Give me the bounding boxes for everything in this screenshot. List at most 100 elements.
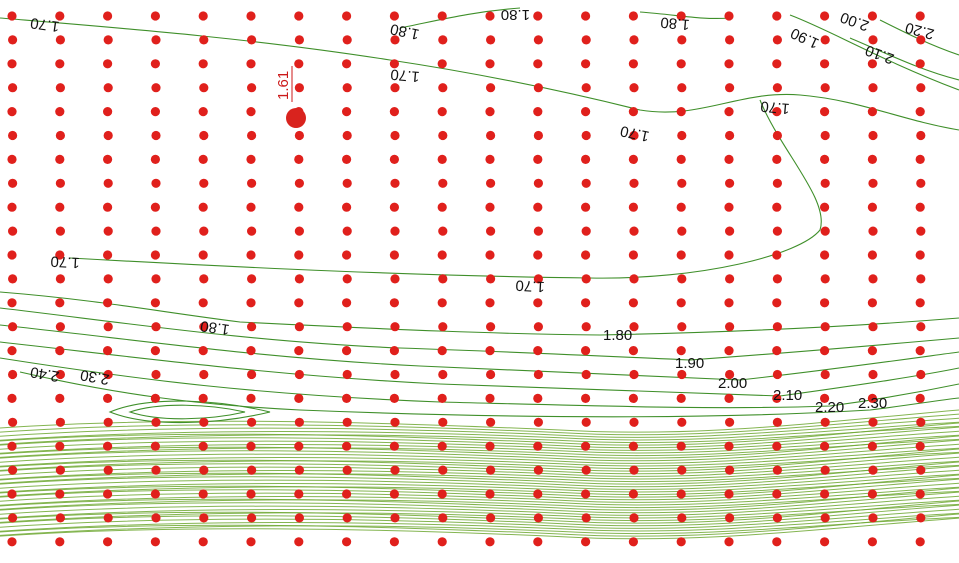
grid-point: [916, 274, 926, 284]
grid-point: [150, 250, 160, 260]
grid-point: [867, 346, 878, 356]
grid-point: [916, 226, 926, 236]
contour-label: 2.10: [773, 387, 802, 404]
grid-point: [915, 250, 925, 260]
grid-point: [581, 489, 591, 499]
grid-point: [628, 11, 639, 21]
dense-contour-line: [0, 413, 959, 436]
grid-point: [437, 441, 447, 451]
grid-point: [7, 393, 17, 403]
grid-point: [294, 274, 304, 284]
contour-label: 1.80: [389, 20, 421, 43]
grid-point: [677, 274, 687, 284]
contour-line-1-70-mid: [639, 11, 731, 19]
contour-line-1-80-right: [789, 14, 959, 91]
grid-point: [867, 393, 878, 403]
grid-point: [628, 441, 639, 451]
grid-point: [7, 441, 17, 451]
grid-point: [103, 322, 113, 332]
grid-point: [916, 417, 926, 427]
grid-point: [485, 346, 495, 356]
grid-point: [676, 59, 686, 69]
dense-contour-line: [0, 439, 959, 462]
grid-point: [389, 107, 399, 117]
grid-point: [342, 178, 352, 188]
grid-point: [342, 441, 352, 451]
grid-point: [438, 369, 448, 380]
contour-label: 1.70: [390, 65, 421, 84]
grid-point: [533, 513, 544, 523]
contour-label: 1.90: [675, 355, 704, 372]
grid-point: [820, 298, 830, 308]
grid-point: [7, 250, 17, 260]
grid-point: [103, 202, 113, 212]
grid-point: [247, 130, 257, 141]
dense-contour-line: [0, 425, 959, 445]
contour-label: 1.80: [660, 13, 691, 32]
grid-point: [772, 59, 782, 69]
grid-point: [438, 130, 448, 141]
grid-point: [246, 537, 256, 547]
grid-point: [485, 59, 495, 69]
grid-point: [55, 346, 65, 356]
grid-point: [342, 537, 352, 547]
grid-point: [485, 250, 495, 260]
dense-contour-line: [0, 426, 959, 449]
grid-point: [55, 250, 65, 260]
dense-contour-line: [0, 452, 959, 475]
grid-point: [868, 369, 878, 380]
grid-point: [581, 35, 591, 45]
grid-point: [533, 537, 543, 547]
grid-point: [772, 274, 783, 284]
contour-line-1-80-top: [399, 7, 521, 29]
grid-point: [725, 465, 735, 475]
grid-point: [55, 59, 65, 69]
grid-point: [485, 393, 495, 403]
grid-point: [246, 441, 256, 451]
grid-point: [103, 83, 113, 93]
grid-point: [389, 59, 399, 69]
grid-point: [150, 11, 160, 21]
grid-point: [342, 83, 352, 93]
grid-point: [677, 322, 687, 332]
grid-point: [199, 35, 209, 45]
grid-point: [867, 59, 878, 69]
grid-point: [389, 441, 399, 451]
contour-label: 2.30: [858, 395, 887, 412]
grid-point: [724, 441, 734, 451]
grid-point: [55, 202, 65, 212]
grid-point: [867, 154, 878, 164]
grid-point: [916, 130, 926, 141]
grid-point: [772, 298, 782, 308]
grid-point: [389, 250, 399, 260]
grid-point: [7, 154, 17, 164]
grid-point: [820, 417, 830, 427]
dense-contour-line: [0, 469, 959, 490]
grid-point: [677, 130, 687, 141]
contour-line-1-90-lower: [0, 307, 959, 361]
grid-point: [199, 369, 209, 380]
grid-point: [486, 178, 496, 188]
grid-point: [677, 226, 687, 236]
grid-point: [486, 513, 496, 523]
grid-point: [533, 489, 543, 499]
grid-point: [342, 130, 352, 141]
grid-point: [438, 465, 448, 475]
grid-point: [581, 59, 591, 69]
dense-contour-line: [0, 512, 959, 532]
grid-point: [150, 59, 160, 69]
grid-point: [8, 178, 18, 188]
grid-point: [55, 465, 65, 475]
grid-point: [151, 369, 161, 380]
dense-contour-line: [0, 517, 959, 540]
grid-point: [772, 441, 782, 451]
grid-point: [676, 537, 686, 547]
grid-point: [247, 465, 257, 475]
grid-point: [915, 298, 925, 308]
grid-point: [676, 250, 686, 260]
grid-point: [677, 35, 687, 45]
grid-point: [820, 35, 830, 45]
dense-contour-line: [0, 477, 959, 497]
grid-point: [772, 346, 782, 356]
grid-point: [915, 59, 925, 69]
